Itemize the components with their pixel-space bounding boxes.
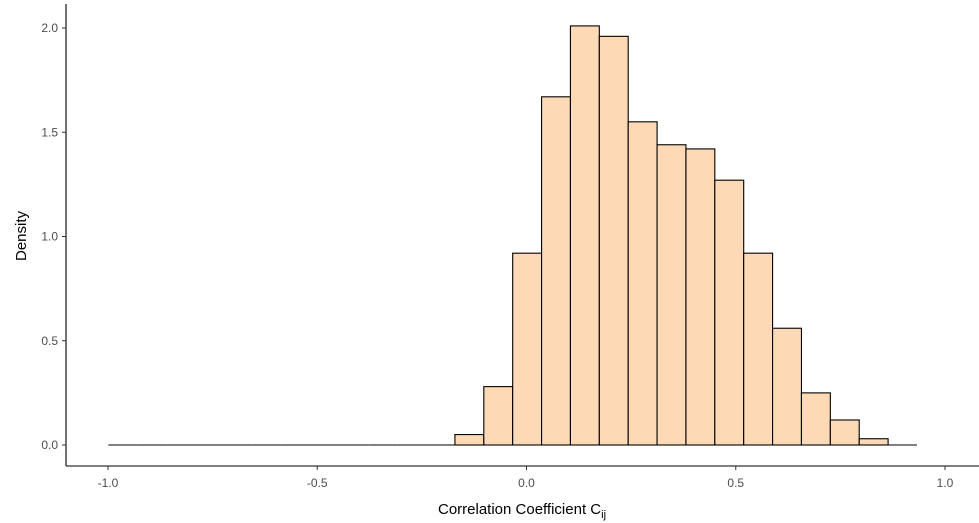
- histogram-bar: [541, 96, 572, 446]
- histogram-bar: [454, 434, 485, 446]
- histogram-bar: [743, 252, 774, 446]
- x-tick-label: -1.0: [98, 476, 119, 490]
- histogram-bar: [800, 392, 831, 446]
- y-tick-label: 0.5: [41, 334, 58, 348]
- histogram-bar: [772, 327, 803, 446]
- y-tick-label: 2.0: [41, 21, 58, 35]
- histogram-bar: [858, 438, 889, 446]
- histogram-bar: [627, 121, 658, 446]
- histogram-bar: [685, 148, 716, 446]
- histogram-bar: [714, 179, 745, 446]
- histogram-bar: [656, 144, 687, 446]
- histogram-bar: [512, 252, 543, 446]
- histogram-bar: [569, 25, 600, 446]
- x-axis-title: Correlation Coefficient Cij: [438, 501, 606, 521]
- y-tick-label: 1.0: [41, 230, 58, 244]
- y-axis-title: Density: [13, 210, 30, 261]
- histogram-bar: [829, 419, 860, 446]
- x-tick-label: 0.0: [518, 476, 535, 490]
- histogram-bar: [598, 35, 629, 446]
- x-tick-label: 1.0: [937, 476, 954, 490]
- y-axis-ticks: 0.0 0.5 1.0 1.5 2.0: [41, 21, 66, 452]
- y-tick-label: 1.5: [41, 125, 58, 139]
- histogram-bar: [483, 386, 514, 446]
- y-tick-label: 0.0: [41, 438, 58, 452]
- x-axis-ticks: -1.0 -0.5 0.0 0.5 1.0: [98, 466, 954, 490]
- histogram-bars: [108, 25, 917, 446]
- x-tick-label: 0.5: [727, 476, 744, 490]
- x-tick-label: -0.5: [307, 476, 328, 490]
